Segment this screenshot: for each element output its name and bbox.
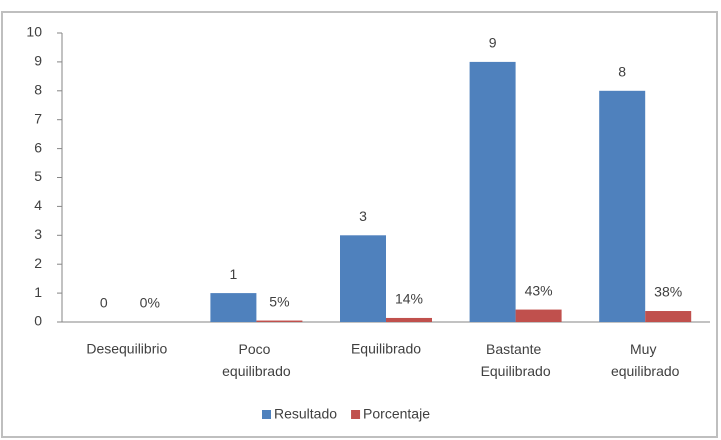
x-tick-label-line: Equilibrado xyxy=(481,363,551,379)
bar xyxy=(645,311,692,322)
data-label: 38% xyxy=(654,284,682,300)
data-label: 1 xyxy=(230,266,238,282)
x-tick-label: Bastante Equilibrado xyxy=(481,341,551,379)
y-tick-label: 0 xyxy=(34,313,42,329)
bar xyxy=(386,317,432,322)
y-tick-label: 4 xyxy=(34,197,42,213)
data-label: 3 xyxy=(359,208,367,224)
y-tick-label: 2 xyxy=(34,255,42,271)
data-label: 14% xyxy=(395,291,423,307)
y-tick-label: 9 xyxy=(34,53,42,69)
bar xyxy=(340,235,386,322)
y-tick-label: 7 xyxy=(34,110,42,126)
x-tick-label-line: Bastante xyxy=(486,341,545,357)
y-tick-label: 8 xyxy=(34,82,42,98)
x-tick-label: Equilibrado xyxy=(351,341,421,357)
data-label: 43% xyxy=(525,282,553,298)
y-tick-label: 5 xyxy=(34,168,42,184)
chart-frame xyxy=(1,11,718,438)
legend-swatch xyxy=(351,410,361,419)
data-label: 8 xyxy=(618,64,626,80)
bar xyxy=(256,320,303,322)
x-tick-label-line: equilibrado xyxy=(222,363,291,379)
x-tick-label: Poco equilibrado xyxy=(222,341,291,379)
bar xyxy=(515,309,562,322)
x-tick-label-line: Poco xyxy=(238,341,274,357)
legend-label: Resultado xyxy=(274,406,337,422)
x-tick-label: Muy equilibrado xyxy=(611,341,680,379)
x-tick-label-line: Muy xyxy=(630,341,660,357)
data-label: 5% xyxy=(269,293,289,309)
bar xyxy=(469,61,516,323)
y-tick-label: 1 xyxy=(34,284,42,300)
data-label: 0% xyxy=(140,295,160,311)
bar xyxy=(210,293,257,322)
x-tick-label: Desequilibrio xyxy=(86,341,167,357)
bar xyxy=(599,90,646,322)
y-tick-label: 6 xyxy=(34,139,42,155)
legend-label: Porcentaje xyxy=(363,406,430,422)
y-tick-label: 10 xyxy=(26,24,42,40)
x-tick-label-line: equilibrado xyxy=(611,363,680,379)
legend-swatch xyxy=(262,410,271,419)
data-label: 0 xyxy=(100,295,108,311)
data-label: 9 xyxy=(489,35,497,51)
y-tick-label: 3 xyxy=(34,226,42,242)
